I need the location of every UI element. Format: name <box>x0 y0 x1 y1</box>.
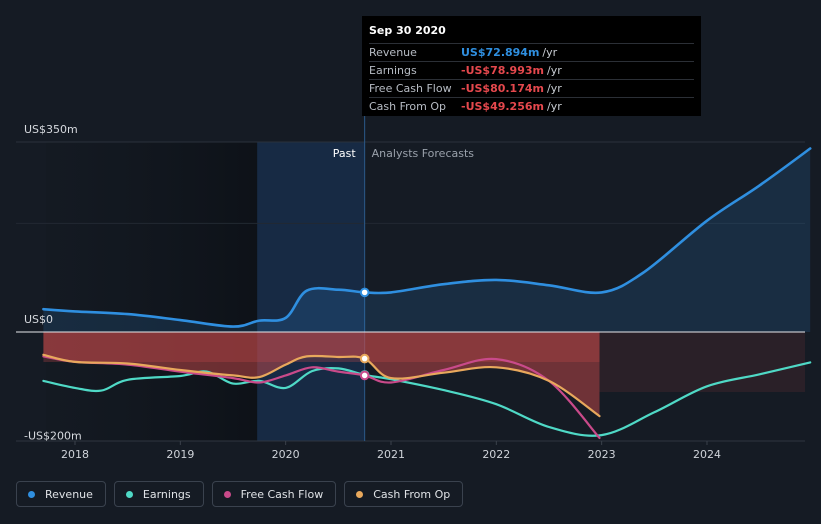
legend-item-revenue[interactable]: Revenue <box>16 481 106 507</box>
tooltip-unit: /yr <box>542 46 558 59</box>
revenue-marker[interactable] <box>359 287 370 298</box>
legend-dot-icon <box>223 490 231 498</box>
legend-label: Earnings <box>142 487 191 501</box>
y-axis-label: US$350m <box>24 123 78 136</box>
legend-dot-icon <box>125 490 133 498</box>
x-tick-label: 2023 <box>588 448 616 461</box>
forecast-label: Analysts Forecasts <box>372 147 475 160</box>
legend-dot-icon <box>28 490 35 498</box>
tooltip-unit: /yr <box>546 64 562 77</box>
legend-label: Revenue <box>45 487 93 501</box>
legend-item-earnings[interactable]: Earnings <box>113 481 204 507</box>
tooltip-label: Earnings <box>369 64 417 77</box>
tooltip-date: Sep 30 2020 <box>369 24 446 37</box>
x-tick-label: 2022 <box>482 448 510 461</box>
tooltip-value: US$72.894m <box>461 46 540 59</box>
free-cash-flow-line <box>42 355 601 439</box>
y-axis-label: -US$200m <box>24 430 82 443</box>
cash-from-op-line <box>42 353 601 418</box>
x-tick-label: 2020 <box>272 448 300 461</box>
legend-label: Free Cash Flow <box>240 487 324 501</box>
tooltip-row-revenue: Revenue US$72.894m/yr <box>369 43 694 61</box>
tooltip-value: -US$78.993m <box>461 64 544 77</box>
tooltip-row-free-cash-flow: Free Cash Flow -US$80.174m/yr <box>369 79 694 97</box>
tooltip: Sep 30 2020 Revenue US$72.894m/yr Earnings… <box>362 16 701 116</box>
x-tick-label: 2024 <box>693 448 721 461</box>
cash-from-op-marker[interactable] <box>359 353 370 364</box>
y-axis-label: US$0 <box>24 313 53 326</box>
tooltip-unit: /yr <box>546 82 562 95</box>
tooltip-label: Free Cash Flow <box>369 82 452 95</box>
x-tick-label: 2021 <box>377 448 405 461</box>
forecast-negative-band <box>599 332 805 392</box>
x-tick-label: 2018 <box>61 448 89 461</box>
x-tick-label: 2019 <box>166 448 194 461</box>
past-shading <box>46 142 258 441</box>
tooltip-row-cash-from-op: Cash From Op -US$49.256m/yr <box>369 97 694 115</box>
past-label: Past <box>333 147 357 160</box>
earnings-line <box>42 361 812 437</box>
tooltip-value: -US$80.174m <box>461 82 544 95</box>
tooltip-row-earnings: Earnings -US$78.993m/yr <box>369 61 694 79</box>
tooltip-unit: /yr <box>546 100 562 113</box>
negative-band <box>43 332 600 417</box>
legend-dot-icon <box>356 490 364 498</box>
free-cash-flow-marker[interactable] <box>359 370 370 381</box>
legend-item-free-cash-flow[interactable]: Free Cash Flow <box>211 481 337 507</box>
legend: Revenue Earnings Free Cash Flow Cash From O… <box>16 481 464 507</box>
tooltip-label: Revenue <box>369 46 417 59</box>
negative-band-upper <box>43 332 600 362</box>
legend-label: Cash From Op <box>373 487 451 501</box>
tooltip-value: -US$49.256m <box>461 100 544 113</box>
tooltip-label: Cash From Op <box>369 100 447 113</box>
legend-item-cash-from-op[interactable]: Cash From Op <box>344 481 464 507</box>
